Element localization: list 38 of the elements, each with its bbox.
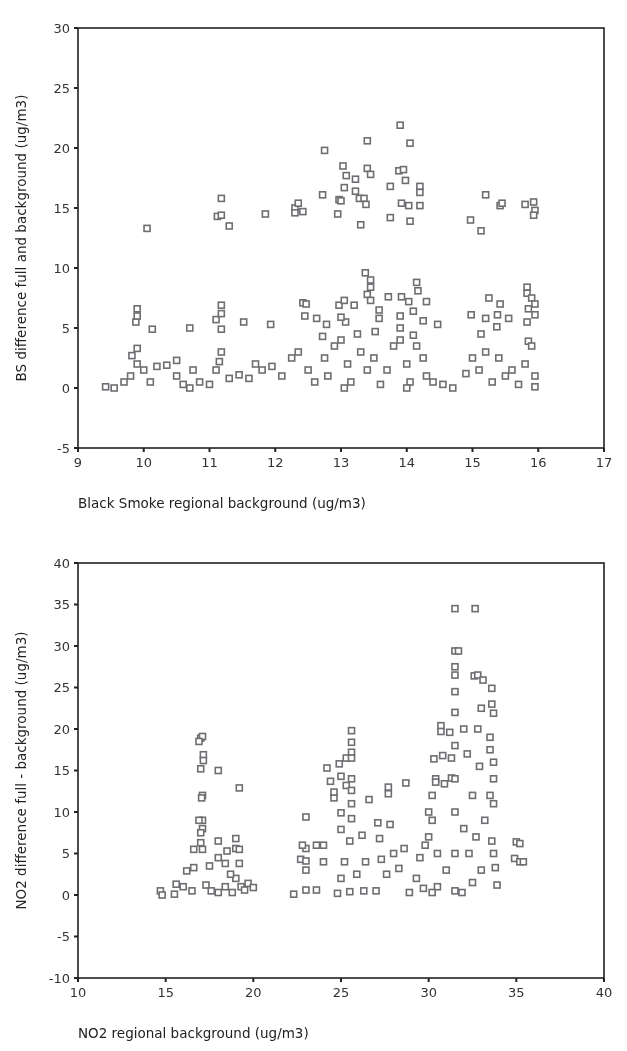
x-tick-label: 15	[464, 455, 481, 470]
x-tick-label: 20	[245, 985, 262, 1000]
y-tick-label: 5	[61, 846, 70, 861]
y-tick-label: 10	[53, 804, 70, 820]
x-tick-label: 15	[157, 985, 174, 1000]
x-axis-title: NO2 regional background (ug/m3)	[78, 1025, 309, 1041]
y-tick-label: 0	[61, 380, 70, 396]
y-tick-label: 30	[53, 20, 70, 36]
y-tick-label: 30	[53, 638, 70, 654]
y-tick-label: 5	[61, 320, 70, 336]
x-tick-label: 13	[332, 455, 350, 470]
x-tick-label: 9	[73, 455, 83, 470]
x-tick-label: 30	[420, 985, 437, 1000]
x-tick-label: 14	[398, 455, 416, 470]
y-tick-label: 10	[53, 260, 70, 276]
x-tick-label: 25	[332, 985, 350, 1000]
y-tick-label: 0	[61, 887, 70, 903]
x-tick-label: 11	[201, 455, 218, 470]
x-tick-label: 35	[508, 985, 525, 1000]
x-tick-label: 10	[135, 455, 153, 470]
y-tick-label: 20	[53, 721, 70, 737]
y-tick-label: 35	[53, 597, 70, 612]
y-tick-label: 25	[53, 680, 70, 695]
x-tick-label: 17	[595, 455, 613, 470]
y-tick-label: -5	[57, 929, 70, 944]
y-tick-label: -5	[57, 440, 70, 456]
y-tick-label: 25	[53, 80, 70, 96]
y-tick-label: 15	[53, 200, 70, 216]
y-tick-label: 20	[53, 140, 70, 156]
y-axis-title: NO2 difference full - background (ug/m3)	[13, 631, 29, 910]
x-tick-label: 16	[529, 455, 547, 470]
x-axis-title: Black Smoke regional background (ug/m3)	[78, 495, 366, 511]
y-tick-label: 40	[53, 555, 70, 571]
x-tick-label: 40	[595, 985, 613, 1000]
x-tick-label: 12	[266, 455, 284, 470]
y-axis-title: BS difference full and background (ug/m3)	[13, 94, 29, 382]
y-tick-label: 15	[53, 763, 70, 778]
y-tick-label: -10	[48, 970, 70, 986]
